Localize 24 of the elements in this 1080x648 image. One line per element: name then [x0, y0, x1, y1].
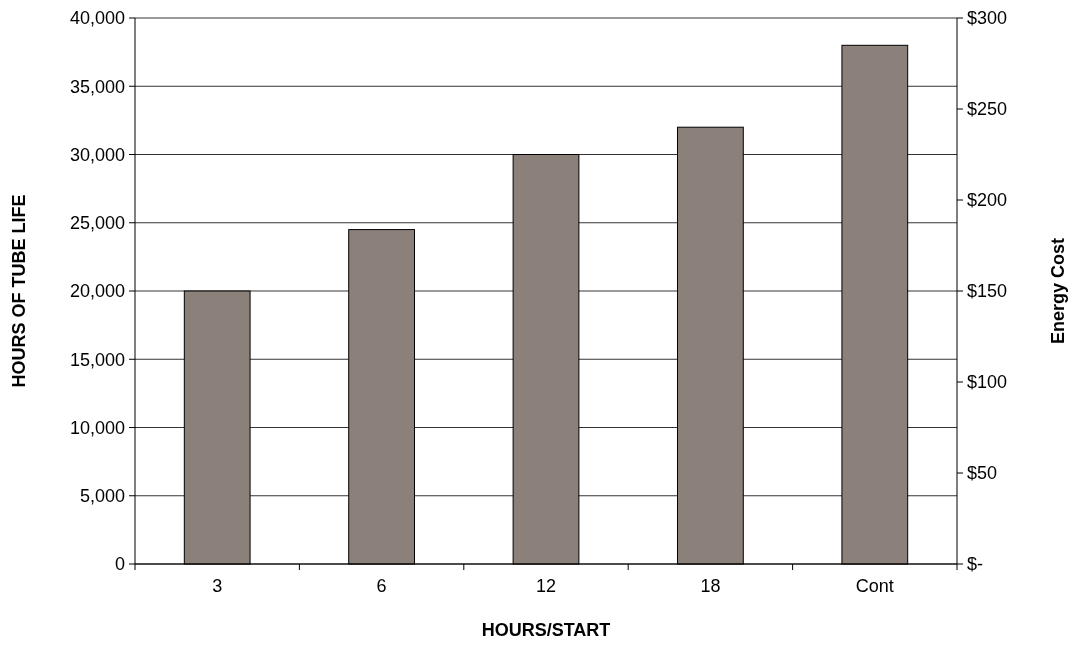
x-tick-label: Cont [855, 576, 894, 596]
x-tick-label: 12 [535, 576, 557, 596]
y-tick-label: 35,000 [69, 76, 125, 97]
y-tick-label: 20,000 [69, 281, 125, 302]
y2-tick-label: $250 [967, 99, 1008, 120]
y2-tick-label: $200 [967, 190, 1008, 211]
y-tick-label: 40,000 [69, 8, 125, 29]
x-tick-label: 6 [376, 576, 387, 596]
y2-tick-label: $- [967, 554, 984, 575]
y2-tick-label: $50 [967, 463, 998, 484]
x-tick-label: 3 [212, 576, 223, 596]
y2-axis-title: Energy Cost [1048, 237, 1068, 345]
y2-tick-label: $100 [967, 372, 1008, 393]
y-tick-label: 0 [114, 554, 125, 575]
y-axis-title: HOURS OF TUBE LIFE [9, 194, 29, 388]
y-tick-label: 10,000 [69, 417, 125, 438]
y-tick-label: 5,000 [79, 486, 125, 507]
x-tick-label: 18 [700, 576, 721, 596]
y-tick-label: 15,000 [69, 349, 125, 370]
x-axis-title: HOURS/START [481, 620, 611, 640]
y2-tick-label: $150 [967, 281, 1008, 302]
y-tick-label: 25,000 [69, 213, 125, 234]
y2-tick-label: $300 [967, 8, 1008, 29]
y-tick-label: 30,000 [69, 144, 125, 165]
